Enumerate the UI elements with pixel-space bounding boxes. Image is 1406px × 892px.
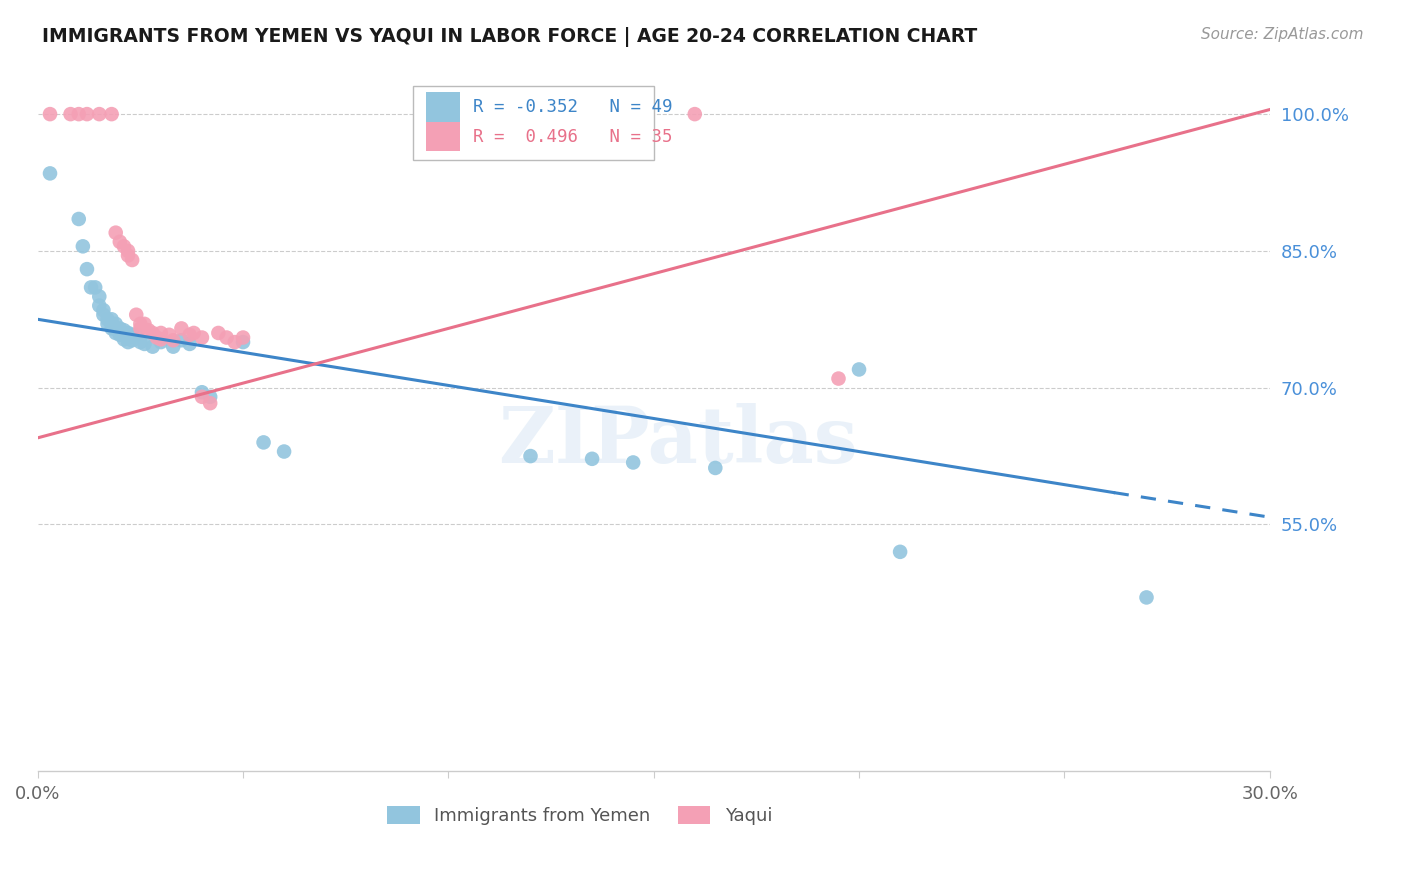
Point bbox=[89, 299, 111, 313]
Point bbox=[100, 312, 122, 326]
Point bbox=[108, 321, 131, 335]
Point bbox=[162, 340, 184, 354]
Point bbox=[129, 335, 152, 350]
Point bbox=[149, 332, 172, 346]
Point bbox=[149, 326, 172, 340]
Point bbox=[76, 262, 98, 277]
Text: ZIPatlas: ZIPatlas bbox=[499, 402, 858, 479]
Point bbox=[207, 326, 229, 340]
Point bbox=[142, 340, 165, 354]
Text: IMMIGRANTS FROM YEMEN VS YAQUI IN LABOR FORCE | AGE 20-24 CORRELATION CHART: IMMIGRANTS FROM YEMEN VS YAQUI IN LABOR … bbox=[42, 27, 977, 46]
Point bbox=[112, 332, 135, 346]
Point bbox=[104, 326, 127, 340]
Point bbox=[76, 107, 98, 121]
Point bbox=[89, 289, 111, 303]
Point bbox=[117, 244, 139, 258]
Point bbox=[125, 327, 148, 342]
Point bbox=[39, 107, 62, 121]
Point bbox=[96, 317, 118, 331]
Point bbox=[117, 335, 139, 350]
Point bbox=[117, 330, 139, 344]
Point bbox=[112, 323, 135, 337]
Point bbox=[162, 333, 184, 347]
Point bbox=[104, 321, 127, 335]
Point bbox=[93, 303, 115, 318]
Point bbox=[889, 545, 911, 559]
Point bbox=[183, 326, 205, 340]
Point bbox=[59, 107, 82, 121]
Point bbox=[117, 248, 139, 262]
Point bbox=[100, 317, 122, 331]
Point bbox=[827, 371, 849, 385]
Point bbox=[142, 326, 165, 340]
Point bbox=[112, 327, 135, 342]
Point bbox=[121, 253, 143, 268]
FancyBboxPatch shape bbox=[426, 122, 460, 152]
Point bbox=[96, 312, 118, 326]
Point bbox=[129, 317, 152, 331]
Point bbox=[848, 362, 870, 376]
Point bbox=[117, 326, 139, 340]
Point bbox=[39, 166, 62, 180]
Text: R = -0.352   N = 49: R = -0.352 N = 49 bbox=[472, 98, 672, 116]
Point bbox=[93, 308, 115, 322]
Point bbox=[138, 323, 160, 337]
Point bbox=[67, 107, 90, 121]
Point bbox=[157, 327, 180, 342]
Point bbox=[198, 396, 221, 410]
Point bbox=[100, 321, 122, 335]
Point bbox=[129, 321, 152, 335]
Point bbox=[72, 239, 94, 253]
Point bbox=[146, 330, 169, 344]
Point bbox=[104, 226, 127, 240]
Point bbox=[112, 239, 135, 253]
Point bbox=[80, 280, 103, 294]
Point bbox=[134, 317, 156, 331]
Point bbox=[108, 327, 131, 342]
Point bbox=[224, 335, 246, 350]
Point bbox=[149, 335, 172, 350]
Text: Source: ZipAtlas.com: Source: ZipAtlas.com bbox=[1201, 27, 1364, 42]
Point bbox=[67, 211, 90, 226]
Point bbox=[134, 337, 156, 351]
FancyBboxPatch shape bbox=[413, 86, 654, 160]
Point bbox=[191, 330, 214, 344]
Point bbox=[252, 435, 274, 450]
Point bbox=[108, 235, 131, 249]
Point bbox=[232, 330, 254, 344]
Point bbox=[704, 461, 727, 475]
Point bbox=[179, 337, 201, 351]
FancyBboxPatch shape bbox=[426, 93, 460, 122]
Legend: Immigrants from Yemen, Yaqui: Immigrants from Yemen, Yaqui bbox=[388, 805, 772, 825]
Point bbox=[232, 335, 254, 350]
Point bbox=[581, 451, 603, 466]
Point bbox=[621, 455, 644, 469]
Point bbox=[215, 330, 238, 344]
Point bbox=[519, 449, 541, 463]
Point bbox=[191, 385, 214, 400]
Point bbox=[170, 333, 193, 347]
Point bbox=[84, 280, 107, 294]
Point bbox=[198, 390, 221, 404]
Point bbox=[125, 308, 148, 322]
Point bbox=[170, 321, 193, 335]
Text: R =  0.496   N = 35: R = 0.496 N = 35 bbox=[472, 128, 672, 145]
Point bbox=[108, 326, 131, 340]
Point bbox=[100, 107, 122, 121]
Point bbox=[121, 333, 143, 347]
Point bbox=[121, 327, 143, 342]
Point bbox=[683, 107, 706, 121]
Point bbox=[104, 317, 127, 331]
Point bbox=[191, 390, 214, 404]
Point bbox=[89, 107, 111, 121]
Point bbox=[179, 327, 201, 342]
Point bbox=[1135, 591, 1157, 605]
Point bbox=[273, 444, 295, 458]
